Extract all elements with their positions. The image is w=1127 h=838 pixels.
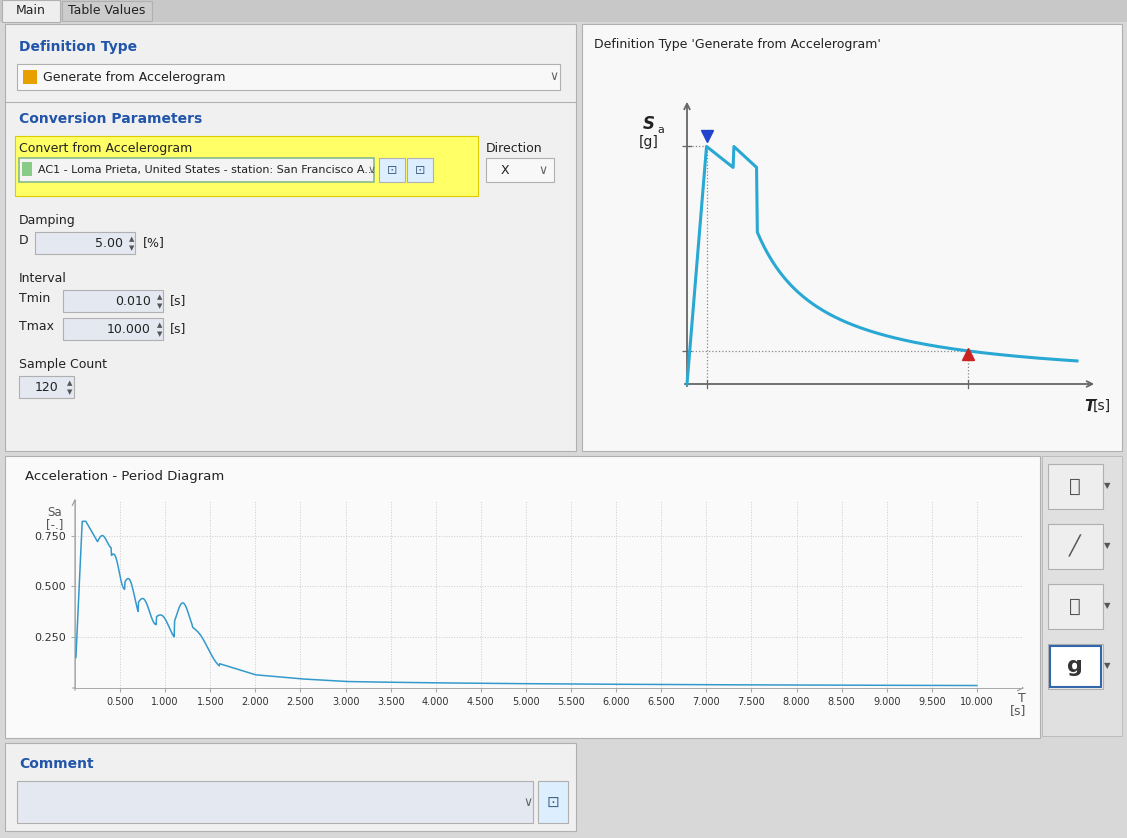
Bar: [23, 70, 37, 84]
Text: S: S: [644, 115, 655, 133]
Bar: [5, 456, 1040, 738]
Text: Definition Type: Definition Type: [19, 40, 137, 54]
Text: Comment: Comment: [19, 757, 94, 771]
Text: 5.00: 5.00: [95, 236, 123, 250]
Bar: [63, 290, 163, 312]
Bar: [62, 1, 152, 21]
Text: Direction: Direction: [486, 142, 542, 155]
Text: ⊡: ⊡: [415, 163, 425, 177]
Text: 🖨: 🖨: [1070, 597, 1081, 615]
Text: Definition Type 'Generate from Accelerogram': Definition Type 'Generate from Accelerog…: [594, 38, 881, 51]
Text: [-.]: [-.]: [46, 518, 64, 531]
Text: Sample Count: Sample Count: [19, 358, 107, 371]
Text: ∨: ∨: [538, 163, 547, 177]
Text: ▼: ▼: [157, 303, 162, 309]
Bar: [1048, 464, 1103, 509]
Bar: [5, 743, 576, 831]
Text: ∨: ∨: [550, 70, 559, 84]
Bar: [19, 376, 74, 398]
Bar: [1048, 584, 1103, 629]
Text: ▼: ▼: [1103, 482, 1110, 490]
Text: T: T: [1084, 399, 1094, 413]
Text: Tmax: Tmax: [19, 320, 54, 333]
Text: [s]: [s]: [1093, 399, 1111, 413]
Text: ▼: ▼: [1103, 541, 1110, 551]
Bar: [19, 158, 374, 182]
Text: AC1 - Loma Prieta, United States - station: San Francisco A...: AC1 - Loma Prieta, United States - stati…: [38, 165, 375, 175]
Bar: [17, 64, 560, 90]
Text: ▼: ▼: [157, 331, 162, 337]
Text: ▼: ▼: [128, 245, 134, 251]
Text: Convert from Accelerogram: Convert from Accelerogram: [19, 142, 193, 155]
Text: 120: 120: [35, 380, 59, 394]
Text: [g]: [g]: [639, 135, 659, 149]
Text: X: X: [502, 163, 509, 177]
Bar: [35, 232, 135, 254]
Text: g: g: [1067, 656, 1083, 676]
Text: [s]: [s]: [170, 323, 186, 335]
Text: a: a: [657, 125, 665, 135]
Text: D: D: [19, 234, 28, 247]
Text: ▼: ▼: [66, 389, 72, 395]
Text: ⏱: ⏱: [1070, 477, 1081, 495]
Bar: [582, 24, 1122, 451]
Text: ╱: ╱: [1070, 535, 1081, 557]
Text: T: T: [1019, 692, 1026, 705]
Text: 0.010: 0.010: [115, 294, 151, 308]
Text: Main: Main: [16, 4, 46, 18]
Text: ▲: ▲: [128, 236, 134, 242]
Text: ▼: ▼: [1103, 661, 1110, 670]
Bar: [1042, 456, 1122, 736]
Text: ∨: ∨: [369, 165, 376, 175]
Bar: [5, 24, 576, 451]
Text: ▲: ▲: [66, 380, 72, 386]
Text: ⊡: ⊡: [387, 163, 397, 177]
Bar: [23, 162, 32, 176]
Text: 10.000: 10.000: [107, 323, 151, 335]
Text: Generate from Accelerogram: Generate from Accelerogram: [43, 70, 225, 84]
Bar: [1048, 644, 1103, 689]
Bar: [486, 158, 554, 182]
Bar: [2, 0, 60, 22]
Text: ▲: ▲: [157, 322, 162, 328]
Bar: [15, 136, 478, 196]
Text: ▲: ▲: [157, 294, 162, 300]
Text: Sa: Sa: [47, 506, 62, 519]
Text: [s]: [s]: [170, 294, 186, 308]
Text: Interval: Interval: [19, 272, 66, 285]
Bar: [379, 158, 405, 182]
Text: ▼: ▼: [1103, 602, 1110, 611]
Text: ∨: ∨: [523, 795, 533, 809]
Bar: [63, 318, 163, 340]
Bar: [17, 781, 533, 823]
Bar: [1050, 646, 1101, 687]
Bar: [1048, 524, 1103, 569]
Text: Acceleration - Period Diagram: Acceleration - Period Diagram: [25, 470, 224, 483]
Text: Table Values: Table Values: [69, 4, 145, 18]
Bar: [538, 781, 568, 823]
Text: ⊡: ⊡: [547, 794, 559, 810]
Text: Conversion Parameters: Conversion Parameters: [19, 112, 202, 126]
Text: Damping: Damping: [19, 214, 76, 227]
Text: [s]: [s]: [1010, 704, 1026, 717]
Bar: [407, 158, 433, 182]
Text: Tmin: Tmin: [19, 292, 51, 305]
Text: [%]: [%]: [143, 236, 165, 250]
Bar: [0, 0, 1127, 22]
